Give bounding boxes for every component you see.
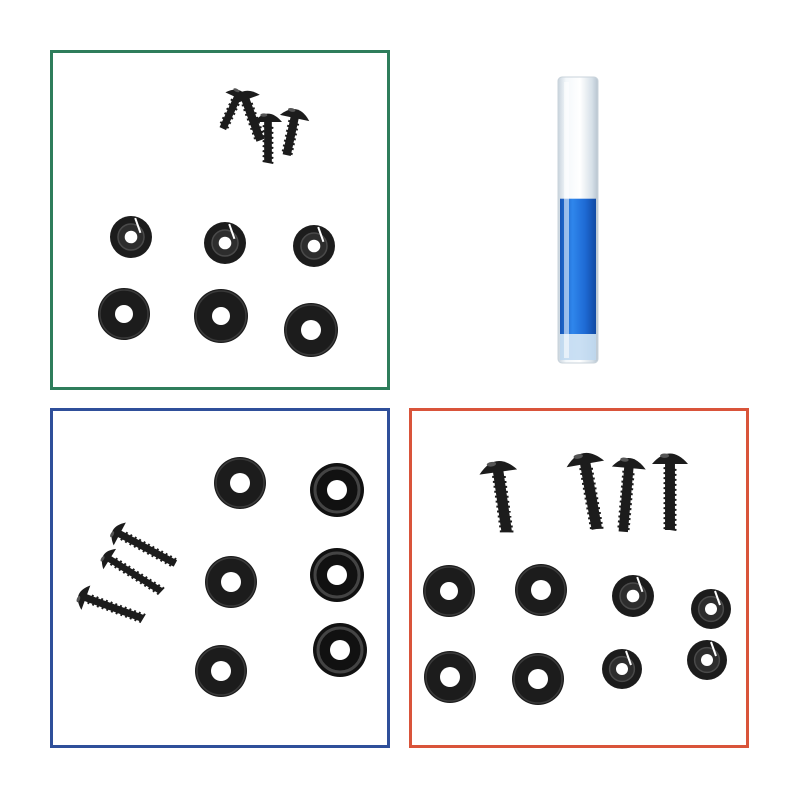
truss-head-screw — [254, 113, 282, 164]
flat-washer — [205, 556, 257, 608]
tube-highlight — [564, 82, 569, 358]
blue-group-frame — [50, 408, 390, 748]
cup-washer — [310, 463, 364, 517]
slotted-grommet — [110, 216, 152, 258]
red-group-frame — [409, 408, 749, 748]
slotted-grommet — [687, 640, 727, 680]
flat-washer — [515, 564, 567, 616]
truss-head-screw — [611, 457, 646, 533]
slotted-grommet — [612, 575, 654, 617]
cup-washer — [310, 548, 364, 602]
truss-head-screw — [279, 108, 310, 156]
truss-head-screw — [219, 88, 249, 131]
flat-washer — [423, 565, 475, 617]
truss-head-screw — [479, 461, 518, 533]
threadlocker-tube — [557, 76, 599, 364]
truss-head-screw — [652, 453, 688, 531]
flat-washer — [284, 303, 338, 357]
truss-head-screw — [566, 453, 605, 530]
slotted-grommet — [602, 649, 642, 689]
flat-washer — [98, 288, 150, 340]
truss-head-screw — [110, 522, 178, 567]
flat-washer — [195, 645, 247, 697]
slotted-grommet — [293, 225, 335, 267]
slotted-grommet — [204, 222, 246, 264]
flat-washer — [194, 289, 248, 343]
flat-washer — [512, 653, 564, 705]
flat-washer — [424, 651, 476, 703]
slotted-grommet — [691, 589, 731, 629]
truss-head-screw — [76, 585, 146, 624]
green-group-frame — [50, 50, 390, 390]
cup-washer — [313, 623, 367, 677]
flat-washer — [214, 457, 266, 509]
truss-head-screw — [100, 548, 165, 596]
